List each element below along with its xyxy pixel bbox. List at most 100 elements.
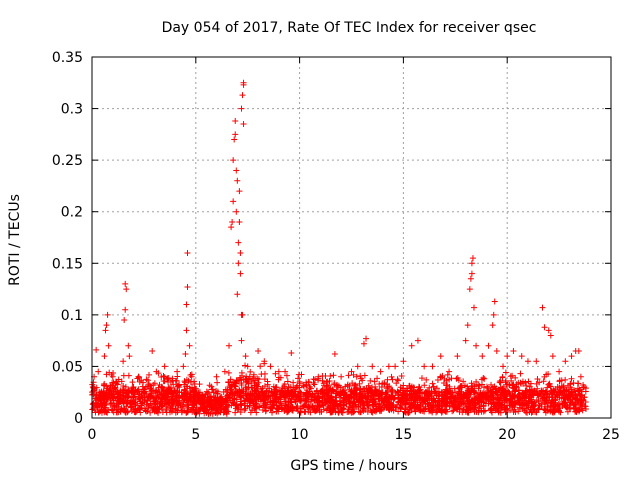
data-point xyxy=(438,374,445,381)
data-point xyxy=(94,403,101,410)
data-point xyxy=(235,239,242,246)
data-point xyxy=(439,389,446,396)
data-point xyxy=(242,400,249,407)
data-point xyxy=(290,379,297,386)
data-point xyxy=(225,369,232,376)
data-point xyxy=(468,270,475,277)
data-point xyxy=(213,373,220,380)
data-point xyxy=(174,368,181,375)
data-point xyxy=(560,384,567,391)
data-point xyxy=(415,387,422,394)
data-point xyxy=(544,402,551,409)
data-point xyxy=(529,390,536,397)
data-point xyxy=(534,376,541,383)
data-point xyxy=(283,403,290,410)
data-point xyxy=(436,395,443,402)
data-point xyxy=(277,400,284,407)
data-point xyxy=(322,372,329,379)
data-point xyxy=(493,347,500,354)
data-point xyxy=(223,410,230,417)
data-point xyxy=(251,385,258,392)
data-point xyxy=(120,358,127,365)
data-point xyxy=(414,337,421,344)
data-point xyxy=(447,402,454,409)
data-point xyxy=(284,388,291,395)
data-point xyxy=(246,373,253,380)
data-point xyxy=(443,377,450,384)
data-point xyxy=(345,372,352,379)
data-point xyxy=(402,397,409,404)
data-point xyxy=(125,342,132,349)
data-point xyxy=(213,405,220,412)
data-point xyxy=(376,400,383,407)
data-point xyxy=(245,396,252,403)
data-point xyxy=(144,397,151,404)
data-point xyxy=(114,406,121,413)
data-point xyxy=(233,391,240,398)
data-point xyxy=(464,390,471,397)
data-point xyxy=(273,395,280,402)
data-point xyxy=(346,382,353,389)
data-point xyxy=(109,382,116,389)
data-point xyxy=(267,399,274,406)
data-point xyxy=(541,324,548,331)
data-point xyxy=(369,363,376,370)
data-point xyxy=(305,404,312,411)
data-point xyxy=(240,388,247,395)
data-point xyxy=(267,405,274,412)
data-point xyxy=(426,406,433,413)
data-point xyxy=(374,375,381,382)
data-point xyxy=(556,368,563,375)
data-point xyxy=(313,407,320,414)
data-point xyxy=(159,400,166,407)
data-point xyxy=(120,372,127,379)
data-point xyxy=(550,398,557,405)
data-point xyxy=(556,384,563,391)
data-point xyxy=(125,372,132,379)
data-point xyxy=(208,386,215,393)
data-point xyxy=(261,404,268,411)
data-point xyxy=(574,380,581,387)
data-point xyxy=(376,408,383,415)
data-point xyxy=(560,395,567,402)
x-tick-label: 5 xyxy=(191,427,200,443)
data-point xyxy=(421,408,428,415)
data-point xyxy=(468,260,475,267)
data-point xyxy=(238,337,245,344)
data-point xyxy=(233,167,240,174)
grid-lines xyxy=(92,57,611,418)
data-point xyxy=(359,405,366,412)
data-point xyxy=(388,386,395,393)
data-point xyxy=(272,388,279,395)
data-point xyxy=(363,385,370,392)
data-point xyxy=(288,392,295,399)
data-point xyxy=(360,340,367,347)
data-point xyxy=(169,399,176,406)
data-point xyxy=(418,375,425,382)
data-point xyxy=(184,249,191,256)
data-point xyxy=(97,396,104,403)
data-point xyxy=(153,407,160,414)
data-point xyxy=(135,374,142,381)
data-point xyxy=(123,286,130,293)
data-point xyxy=(226,383,233,390)
data-point xyxy=(307,393,314,400)
data-point xyxy=(568,386,575,393)
data-point xyxy=(473,378,480,385)
data-point xyxy=(446,403,453,410)
data-point xyxy=(183,409,190,416)
data-point xyxy=(523,387,530,394)
data-point xyxy=(513,384,520,391)
data-point xyxy=(495,409,502,416)
data-point xyxy=(575,387,582,394)
data-point xyxy=(167,378,174,385)
data-point xyxy=(442,401,449,408)
data-point xyxy=(232,117,239,124)
data-point xyxy=(270,401,277,408)
data-point xyxy=(288,350,295,357)
data-point xyxy=(457,384,464,391)
data-point xyxy=(129,379,136,386)
data-point xyxy=(533,396,540,403)
data-point xyxy=(438,403,445,410)
